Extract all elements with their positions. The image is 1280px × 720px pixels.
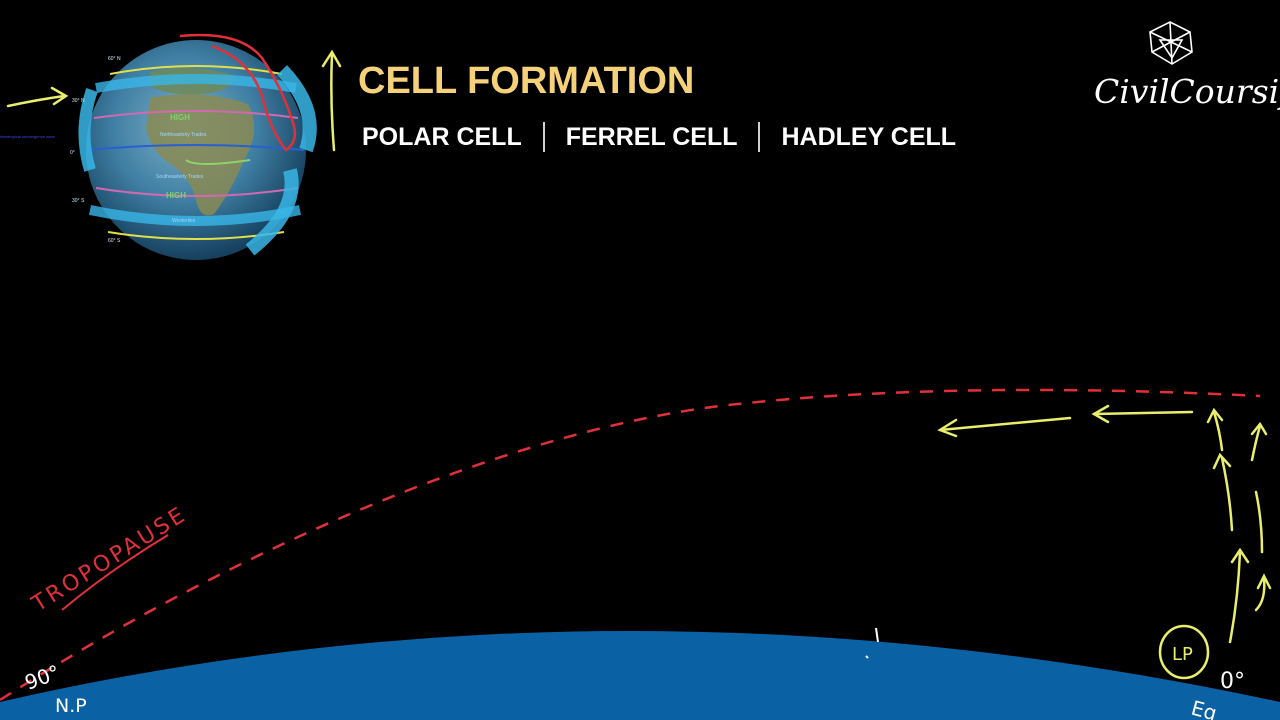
cell-types-list: POLAR CELL FERREL CELL HADLEY CELL (362, 122, 956, 152)
globe-label-trades-south: Southeasterly Trades (156, 174, 204, 180)
globe-label-lat-60s: 60° S (108, 238, 121, 244)
degree-90-label: 90° (22, 660, 64, 695)
north-pole-label: N.P (55, 695, 87, 717)
globe: HIGH Northeasterly Trades Southeasterly … (0, 33, 317, 260)
globe-label-high-south: HIGH (166, 191, 186, 200)
cell-label-polar: POLAR CELL (362, 122, 522, 151)
continent-africa (146, 94, 255, 216)
tropopause-underline (61, 534, 169, 611)
tropopause-line (0, 388, 1261, 702)
globe-label-high-north: HIGH (170, 113, 190, 122)
low-pressure-circle (1158, 624, 1210, 680)
separator (758, 122, 761, 152)
globe-label-trades-north: Northeasterly Trades (160, 132, 207, 138)
page-title: CELL FORMATION (358, 60, 695, 102)
separator (542, 122, 545, 152)
brand-name: CivilCoursify (1094, 72, 1280, 111)
cell-label-ferrel: FERREL CELL (565, 122, 738, 151)
globe-label-itcz: Intertropical convergence zone (0, 134, 55, 139)
chalk-mark (865, 627, 879, 659)
pointer-arrow-icon (6, 86, 69, 108)
low-pressure-label: LP (1172, 644, 1193, 665)
globe-label-lat-60n: 60° N (108, 56, 121, 62)
up-arrow-icon (321, 49, 342, 152)
tropopause-label: TROPOPAUSE (27, 502, 192, 618)
globe-label-westerlies: Westerlies (172, 218, 196, 224)
degree-0-label: 0° (1220, 669, 1245, 694)
globe-label-lat-30n: 30° N (72, 98, 85, 104)
globe-label-lat-0: 0° (70, 150, 75, 156)
globe-label-lat-30s: 30° S (72, 198, 85, 204)
earth-surface (0, 631, 1280, 720)
rising-air-arrows (1206, 407, 1272, 644)
cell-label-hadley: HADLEY CELL (781, 122, 957, 151)
brand-logo-icon (1149, 21, 1193, 65)
red-annotation (179, 33, 297, 152)
poleward-flow-arrows (937, 404, 1194, 438)
